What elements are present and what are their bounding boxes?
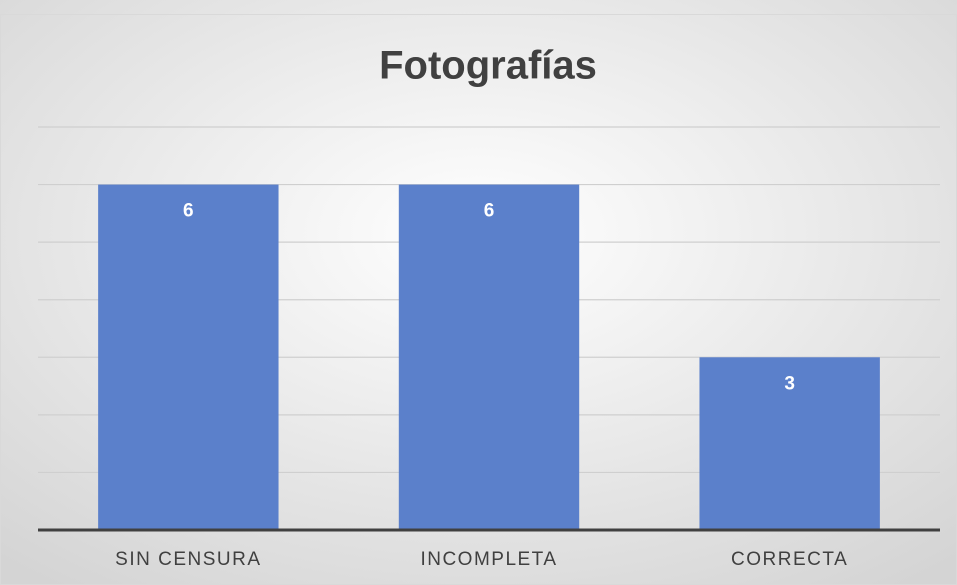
data-label: 6	[183, 201, 194, 222]
bar	[98, 184, 279, 531]
data-label: 6	[484, 201, 495, 222]
x-tick-label: SIN CENSURA	[115, 549, 261, 570]
x-tick-label: CORRECTA	[731, 549, 848, 570]
bar	[699, 357, 880, 530]
data-label: 3	[784, 373, 795, 394]
x-tick-label: INCOMPLETA	[420, 549, 557, 570]
bar	[398, 184, 580, 531]
chart-title: Fotografías	[379, 44, 597, 88]
